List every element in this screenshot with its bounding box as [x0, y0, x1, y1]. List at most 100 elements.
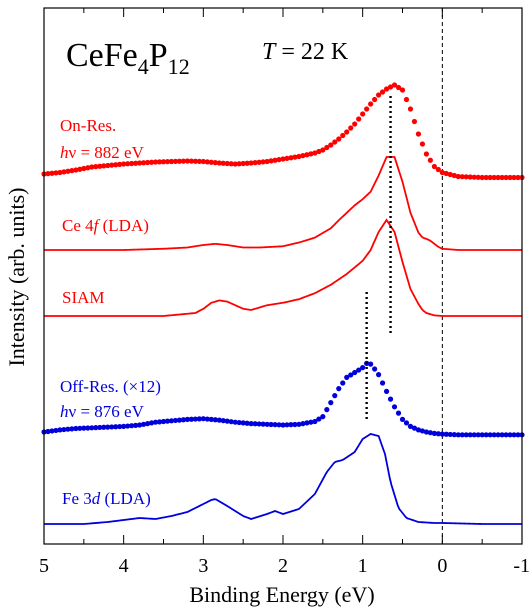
series-3-point — [312, 418, 318, 425]
series-0-point — [423, 151, 429, 157]
series-0-point — [419, 141, 426, 147]
series-3-point — [288, 422, 294, 428]
series-3-point — [268, 421, 274, 428]
series-0-point — [471, 174, 477, 180]
series-0-point — [244, 160, 250, 166]
series-0-point — [264, 158, 270, 165]
series-3-point — [503, 432, 509, 438]
label-ce4f-lda: Ce 4f (LDA) — [62, 216, 149, 235]
series-3-point — [256, 421, 262, 427]
series-2-line — [44, 218, 522, 317]
series-0-point — [148, 159, 155, 165]
series-3-point — [69, 426, 75, 432]
x-tick-label: 0 — [437, 555, 447, 577]
series-0-point — [364, 106, 370, 112]
series-0-point — [332, 139, 338, 145]
series-3-point — [148, 420, 155, 426]
series-0-point — [109, 162, 115, 168]
series-3-point — [272, 422, 278, 428]
label-on-res: On-Res. — [60, 116, 116, 135]
series-3-point — [320, 414, 326, 420]
series-0-point — [81, 165, 87, 172]
series-3-point — [101, 424, 107, 430]
series-0-point — [296, 153, 302, 160]
series-0-point — [49, 170, 55, 176]
series-3-point — [49, 428, 55, 434]
series-0-point — [288, 155, 294, 161]
series-0-point — [415, 131, 422, 137]
series-3-point — [376, 372, 382, 378]
series-3-point — [81, 425, 87, 431]
x-tick-label: 3 — [198, 555, 208, 577]
series-0-point — [97, 163, 103, 169]
series-0-point — [113, 162, 119, 168]
series-3-point — [332, 393, 338, 399]
series-0-point — [495, 174, 501, 181]
series-0-point — [73, 167, 79, 173]
series-0-point — [176, 158, 183, 164]
series-0-point — [336, 136, 342, 142]
series-0-point — [300, 153, 306, 159]
series-3-point — [455, 432, 461, 438]
series-3-point — [491, 432, 497, 438]
series-3-point — [399, 416, 406, 422]
series-3-point — [427, 430, 433, 436]
series-3-point — [45, 428, 51, 435]
series-0-point — [164, 159, 171, 165]
series-0-point — [427, 157, 433, 163]
series-0-point — [463, 174, 469, 180]
series-0-point — [129, 160, 135, 167]
y-axis-label: Intensity (arb. units) — [4, 187, 29, 366]
series-0-point — [352, 121, 358, 127]
series-3-point — [300, 421, 306, 427]
series-0-point — [188, 158, 194, 164]
series-0-point — [240, 160, 246, 167]
series-0-point — [276, 157, 282, 163]
series-0-point — [340, 132, 346, 139]
series-3-point — [77, 425, 83, 431]
series-0-point — [459, 174, 465, 180]
series-0-point — [467, 174, 473, 180]
series-3-point — [280, 422, 286, 428]
series-0-point — [137, 160, 143, 166]
series-3-point — [156, 419, 163, 425]
series-3-point — [395, 410, 402, 416]
series-0-point — [69, 168, 75, 174]
series-3-point — [180, 417, 187, 423]
series-0-point — [280, 156, 286, 162]
x-axis-label: Binding Energy (eV) — [189, 582, 374, 607]
series-3-point — [236, 419, 242, 426]
series-0-point — [105, 162, 111, 169]
series-3-point — [224, 418, 230, 424]
series-0-point — [256, 159, 262, 165]
series-0-point — [292, 154, 298, 160]
series-3-point — [260, 421, 266, 427]
series-0-point — [140, 160, 147, 166]
series-0-point — [208, 159, 214, 165]
series-0-point — [268, 158, 274, 164]
axes: 5 4 3 2 1 0 -1 — [39, 7, 530, 577]
series-3-point — [284, 422, 290, 428]
series-3-point — [244, 420, 250, 426]
series-0-point — [447, 171, 453, 178]
series-3-point — [240, 420, 246, 426]
series-3-point — [89, 425, 95, 431]
series-3-point — [73, 425, 79, 432]
series-0-point — [168, 158, 175, 165]
series-3-point — [53, 427, 59, 434]
series-3-point — [117, 423, 123, 430]
series-3-point — [451, 432, 457, 438]
label-on-res-photon-energy: hν = 882 eV — [60, 143, 145, 162]
series-0-point — [304, 152, 310, 158]
series-3-point — [415, 427, 422, 433]
series-0-point — [45, 171, 51, 177]
x-tick-label: -1 — [513, 555, 530, 577]
series-0-point — [61, 169, 67, 175]
series-3-point — [336, 386, 342, 392]
series-0-point — [232, 161, 238, 167]
series-0-point — [435, 166, 441, 173]
series-0-point — [224, 160, 230, 167]
series-0-point — [65, 168, 71, 174]
series-3-point — [292, 421, 298, 428]
series-3-point — [483, 432, 489, 438]
